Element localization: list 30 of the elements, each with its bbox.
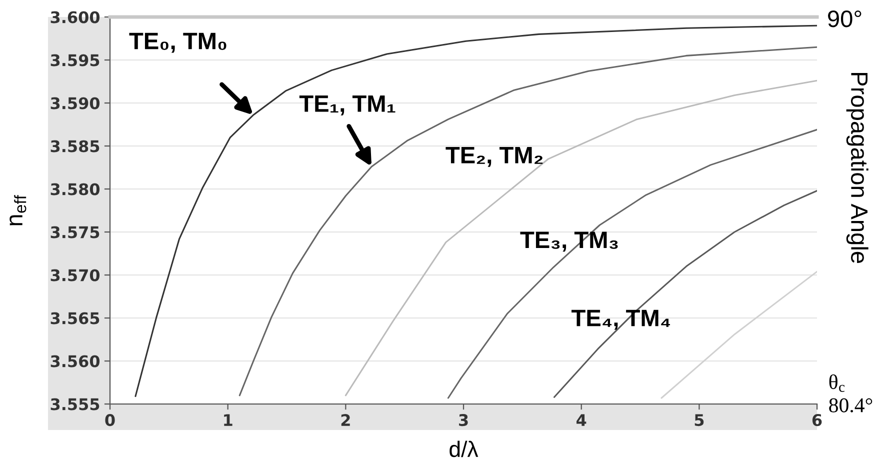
- text: θ$_{c}$: [829, 374, 845, 392]
- y-tick-label: 3.590: [50, 97, 100, 110]
- text: 90°: [828, 10, 862, 28]
- x-tick-label: 0: [105, 414, 115, 426]
- text: 80.4°: [829, 398, 872, 412]
- line-series: [447, 128, 818, 399]
- x-tick-label: 2: [341, 414, 350, 426]
- y-tick-label: 3.600: [50, 11, 100, 24]
- y-tick-label: 3.575: [50, 226, 100, 238]
- annotation: TE₁, TM₁: [299, 96, 396, 116]
- y-tick-label: 3.595: [50, 54, 100, 66]
- y-tick-label: 3.560: [50, 355, 100, 368]
- line-series: [344, 80, 818, 396]
- x-tick-label: 1: [224, 414, 232, 426]
- x-axis-title: d/λ: [450, 440, 478, 458]
- annotation: TE₄, TM₄: [572, 310, 670, 330]
- annotation: TE₂, TM₂: [446, 146, 543, 167]
- annotation: TE₀, TM₀: [129, 32, 226, 53]
- x-tick-label: 6: [812, 414, 822, 426]
- y-axis-title: n$_{eff}$: [10, 195, 26, 226]
- x-tick-label: 4: [576, 414, 586, 426]
- y-tick-label: 3.580: [50, 183, 100, 196]
- y-tick-label: 3.565: [50, 312, 100, 324]
- x-tick-label: 5: [694, 414, 704, 426]
- y-tick-label: 3.555: [50, 398, 100, 410]
- line-series: [238, 46, 818, 396]
- y-tick-label: 3.585: [50, 140, 100, 152]
- text: Propagation Angle: [846, 72, 868, 263]
- x-tick-label: 3: [459, 414, 468, 426]
- y-tick-label: 3.570: [50, 269, 100, 282]
